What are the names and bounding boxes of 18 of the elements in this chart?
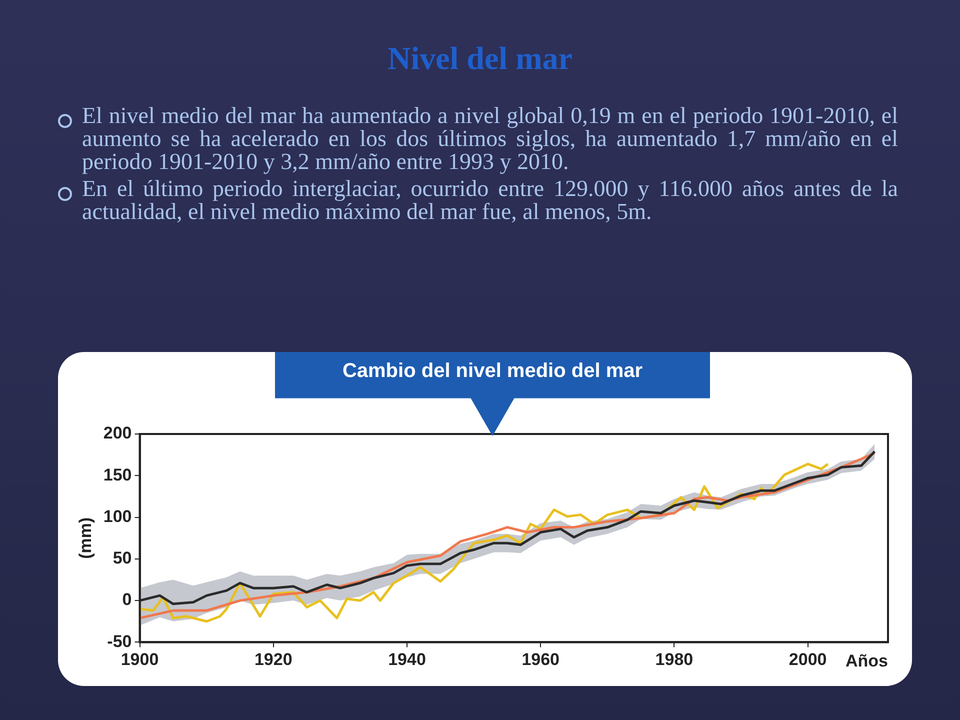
text: El nivel medio del mar ha aumentado a nivel global 0,19 m en el periodo 1901-2010, el aumento se ha acelerado en los dos últimos siglos, ha aumentado 1,7 mm/año en el periodo 1901-2010 y 3,2 mm/año entre 1993 y 2010. bbox=[82, 103, 898, 174]
y-tick-label: -50 bbox=[107, 632, 132, 651]
y-tick-label: 50 bbox=[112, 548, 132, 568]
chart-title: Nivel del mar bbox=[386, 40, 574, 77]
y-axis-title: (mm) bbox=[76, 517, 95, 559]
y-tick-label: 150 bbox=[103, 465, 132, 484]
y-tick-label: 0 bbox=[122, 590, 132, 610]
x-tick-label: 1960 bbox=[522, 650, 560, 670]
x-tick-label: 2000 bbox=[788, 650, 827, 670]
x-tick-label: 1900 bbox=[120, 650, 159, 670]
x-tick-label: 1980 bbox=[655, 650, 694, 670]
x-axis-title: Años bbox=[846, 651, 888, 670]
text: En el último periodo interglaciar, ocurrido entre 129.000 y 116.000 años antes de la actualidad, el nivel medio máximo del mar fue, al menos, 5m. bbox=[82, 176, 898, 224]
x-tick-label: 1920 bbox=[254, 650, 292, 670]
y-tick-label: 100 bbox=[103, 506, 132, 526]
x-tick-label: 1940 bbox=[388, 650, 426, 670]
y-tick-label: 200 bbox=[103, 424, 132, 443]
chart-subtitle: Cambio del nivel medio del mar bbox=[341, 360, 644, 383]
